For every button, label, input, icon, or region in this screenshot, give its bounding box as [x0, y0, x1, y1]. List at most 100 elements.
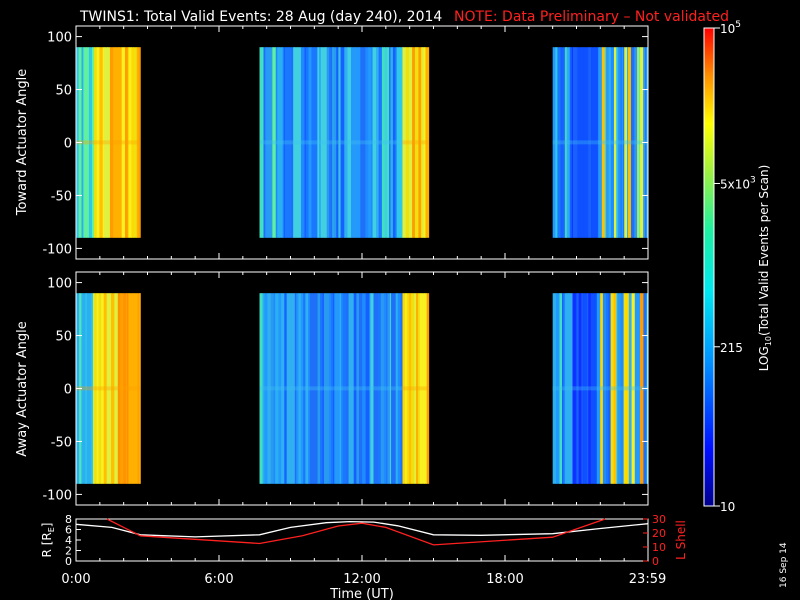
heatmap-column — [420, 47, 423, 238]
heatmap-column — [314, 47, 318, 238]
heatmap-column — [594, 293, 598, 484]
heatmap-column — [322, 293, 325, 484]
time-x-ticks: 0:00 6:00 12:00 18:00 23:59 — [61, 555, 666, 587]
heatmap-column — [597, 47, 600, 238]
heatmap-column — [319, 47, 322, 238]
heatmap-column — [120, 293, 122, 484]
y-tick-label: 100 — [47, 31, 72, 46]
heatmap-column — [627, 47, 629, 238]
heatmap-column — [106, 293, 110, 484]
heatmap-column — [283, 47, 286, 238]
heatmap-column — [631, 293, 636, 484]
heatmap-column — [628, 47, 632, 238]
r-tick-label: 6 — [65, 524, 72, 537]
heatmap-column — [419, 293, 423, 484]
heatmap-column — [128, 293, 130, 484]
heatmap-column — [324, 47, 326, 238]
heatmap-column — [600, 293, 604, 484]
x-tick-label: 6:00 — [204, 572, 233, 587]
heatmap-column — [604, 47, 607, 238]
heatmap-column — [622, 47, 625, 238]
heatmap-column — [101, 293, 105, 484]
heatmap-column — [583, 47, 586, 238]
heatmap-column — [568, 293, 570, 484]
heatmap-column — [565, 47, 567, 238]
heatmap-column — [114, 293, 119, 484]
heatmap-column — [298, 293, 302, 484]
heatmap-column — [371, 47, 373, 238]
heatmap-column — [389, 47, 391, 238]
heatmap-column — [568, 47, 571, 238]
heatmap-column — [278, 293, 282, 484]
colorbar-tick-label: 10 — [720, 500, 735, 514]
heatmap-column — [270, 47, 273, 238]
zero-angle-band — [259, 386, 403, 391]
heatmap-column — [634, 47, 638, 238]
heatmap-column — [293, 47, 295, 238]
heatmap-column — [289, 293, 293, 484]
heatmap-column — [570, 47, 573, 238]
colorbar-label: LOG10(Total Valid Events per Scan) — [757, 165, 773, 372]
heatmap-column — [281, 293, 285, 484]
heatmap-column — [336, 47, 339, 238]
heatmap-column — [323, 293, 327, 484]
heatmap-column — [296, 293, 299, 484]
heatmap-column — [581, 293, 584, 484]
heatmap-column — [369, 293, 371, 484]
heatmap-column — [377, 293, 382, 484]
heatmap-column — [560, 47, 565, 238]
heatmap-column — [275, 47, 278, 238]
heatmap-column — [605, 293, 609, 484]
heatmap-column — [416, 47, 418, 238]
heatmap-column — [125, 47, 129, 238]
heatmap-column — [81, 47, 84, 238]
lshell-tick-label: 20 — [652, 527, 666, 540]
heatmap-column — [339, 47, 342, 238]
orbit-panel-frame — [75, 518, 649, 562]
heatmap-column — [133, 47, 138, 238]
heatmap-column — [340, 293, 344, 484]
heatmap-column — [418, 47, 422, 238]
zero-angle-band — [76, 140, 141, 145]
heatmap-column — [625, 293, 628, 484]
heatmap-column — [422, 47, 425, 238]
heatmap-column — [636, 293, 641, 484]
heatmap-column — [317, 47, 320, 238]
heatmap-column — [370, 293, 374, 484]
heatmap-column — [397, 293, 401, 484]
zero-angle-band — [76, 386, 141, 391]
heatmap-column — [273, 293, 276, 484]
heatmap-column — [350, 47, 355, 238]
heatmap-column — [414, 293, 417, 484]
heatmap-column — [109, 293, 112, 484]
heatmap-column — [333, 47, 337, 238]
heatmap-column — [386, 47, 390, 238]
heatmap-column — [312, 293, 317, 484]
heatmap-column — [577, 47, 582, 238]
away-y-label: Away Actuator Angle — [15, 321, 30, 456]
heatmap-column — [279, 47, 283, 238]
heatmap-column — [613, 47, 617, 238]
heatmap-column — [394, 47, 397, 238]
colorbar-tick-label: 105 — [720, 20, 741, 36]
heatmap-column — [562, 293, 564, 484]
heatmap-column — [259, 47, 263, 238]
heatmap-column — [601, 47, 606, 238]
heatmap-column — [102, 47, 105, 238]
heatmap-column — [363, 47, 366, 238]
heatmap-column — [563, 47, 566, 238]
heatmap-column — [610, 47, 615, 238]
heatmap-column — [620, 47, 623, 238]
heatmap-column — [138, 47, 141, 238]
heatmap-column — [325, 293, 330, 484]
plot-title: TWINS1: Total Valid Events: 28 Aug (day … — [79, 9, 442, 25]
heatmap-column — [402, 293, 406, 484]
lshell-tick-label: 10 — [652, 541, 666, 554]
heatmap-column — [596, 293, 601, 484]
heatmap-column — [405, 293, 408, 484]
heatmap-column — [126, 293, 129, 484]
heatmap-column — [107, 47, 111, 238]
heatmap-column — [300, 293, 304, 484]
heatmap-column — [304, 47, 307, 238]
